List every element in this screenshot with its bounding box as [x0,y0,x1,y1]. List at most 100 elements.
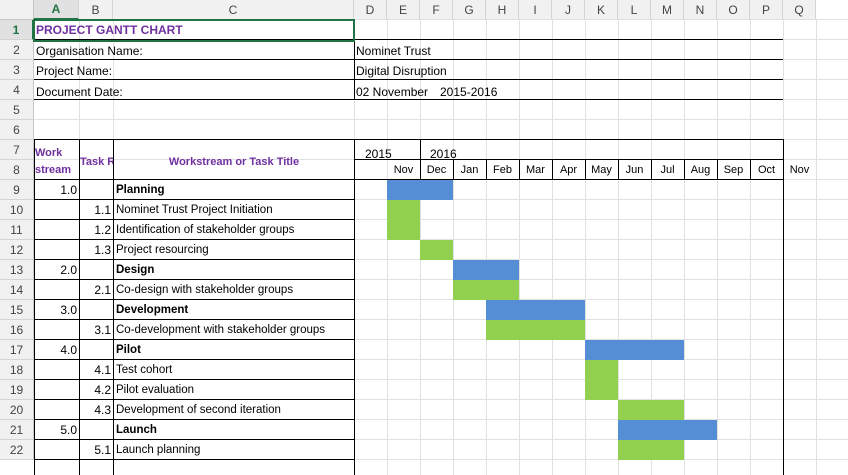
row-header-19[interactable]: 19 [0,380,34,400]
month-header[interactable]: May [591,164,612,176]
column-header-i[interactable]: I [519,0,552,20]
month-header[interactable]: Sep [723,164,744,176]
workstream-number[interactable]: 3.0 [60,303,77,317]
date-label[interactable]: Document Date: [36,85,123,99]
task-title[interactable]: Co-design with stakeholder groups [116,284,294,296]
task-title[interactable]: Pilot evaluation [116,384,194,396]
column-header-l[interactable]: L [618,0,651,20]
column-header-f[interactable]: F [420,0,453,20]
project-value[interactable]: Digital Disruption [356,64,447,78]
row-header-6[interactable]: 6 [0,120,34,140]
task-title[interactable]: Launch planning [116,444,201,456]
column-header-q[interactable]: Q [783,0,816,20]
gantt-bar[interactable] [387,200,420,220]
month-header[interactable]: Nov [393,164,414,176]
task-title[interactable]: Co-development with stakeholder groups [116,324,326,336]
row-header-13[interactable]: 13 [0,260,34,280]
row-header-5[interactable]: 5 [0,100,34,120]
task-title[interactable]: Design [116,264,155,276]
task-title[interactable]: Development [116,304,189,316]
column-header-h[interactable]: H [486,0,519,20]
gantt-bar[interactable] [585,380,618,400]
gantt-bar[interactable] [453,260,519,280]
row-header-8[interactable]: 8 [0,160,34,180]
org-value[interactable]: Nominet Trust [356,44,431,58]
year-2015[interactable]: 2015 [365,147,392,161]
month-header[interactable]: Aug [690,164,711,176]
gantt-bar[interactable] [585,340,684,360]
column-header-d[interactable]: D [354,0,387,20]
month-header[interactable]: Jan [460,164,479,176]
task-title[interactable]: Development of second iteration [116,404,281,416]
row-header-18[interactable]: 18 [0,360,34,380]
sheet-title[interactable]: PROJECT GANTT CHART [36,23,183,37]
month-header[interactable]: Jul [660,164,675,176]
month-header[interactable]: Apr [559,164,578,176]
row-header-20[interactable]: 20 [0,400,34,420]
column-header-a[interactable]: A [34,0,79,20]
row-header-3[interactable]: 3 [0,60,34,80]
task-title[interactable]: Launch [116,424,157,436]
row-header-15[interactable]: 15 [0,300,34,320]
task-ref[interactable]: 5.1 [94,443,111,457]
column-header-o[interactable]: O [717,0,750,20]
gantt-bar[interactable] [387,180,453,200]
column-header-k[interactable]: K [585,0,618,20]
row-header-2[interactable]: 2 [0,40,34,60]
gantt-bar[interactable] [618,400,684,420]
month-header[interactable]: Feb [493,164,512,176]
task-ref[interactable]: 4.3 [94,403,111,417]
gantt-bar[interactable] [387,220,420,240]
gantt-bar[interactable] [618,420,717,440]
task-ref[interactable]: 4.1 [94,363,111,377]
month-header[interactable]: Oct [757,164,776,176]
row-header-21[interactable]: 21 [0,420,34,440]
row-header-14[interactable]: 14 [0,280,34,300]
task-ref[interactable]: 2.1 [94,283,111,297]
task-title[interactable]: Project resourcing [116,244,209,256]
task-title[interactable]: Nominet Trust Project Initiation [116,204,273,216]
workstream-header-line2[interactable]: stream [35,164,72,176]
column-header-n[interactable]: N [684,0,717,20]
gantt-bar[interactable] [453,280,519,300]
column-header-c[interactable]: C [113,0,354,20]
row-header-16[interactable]: 16 [0,320,34,340]
row-header-11[interactable]: 11 [0,220,34,240]
task-ref[interactable]: 3.1 [94,323,111,337]
column-header-j[interactable]: J [552,0,585,20]
workstream-header-line1[interactable]: Work [35,147,63,159]
month-header[interactable]: Jun [625,164,644,176]
task-title-header[interactable]: Workstream or Task Title [168,156,300,168]
task-ref[interactable]: 1.3 [94,243,111,257]
workstream-number[interactable]: 5.0 [60,423,77,437]
workstream-number[interactable]: 2.0 [60,263,77,277]
row-header-10[interactable]: 10 [0,200,34,220]
row-header-22[interactable]: 22 [0,440,34,460]
task-ref[interactable]: 4.2 [94,383,111,397]
org-label[interactable]: Organisation Name: [36,44,143,58]
task-title[interactable]: Test cohort [116,364,173,376]
select-all-corner[interactable] [0,0,34,20]
column-header-p[interactable]: P [750,0,783,20]
gantt-bar[interactable] [486,320,585,340]
row-header-9[interactable]: 9 [0,180,34,200]
row-header-7[interactable]: 7 [0,140,34,160]
row-header-17[interactable]: 17 [0,340,34,360]
column-header-b[interactable]: B [79,0,113,20]
row-header-12[interactable]: 12 [0,240,34,260]
task-title[interactable]: Pilot [116,344,141,356]
month-header[interactable]: Dec [426,164,447,176]
task-ref[interactable]: 1.1 [94,203,111,217]
column-header-e[interactable]: E [387,0,420,20]
month-header[interactable]: Nov [789,164,810,176]
task-title[interactable]: Identification of stakeholder groups [116,224,295,236]
gantt-bar[interactable] [420,240,453,260]
gantt-bar[interactable] [486,300,585,320]
year-2016[interactable]: 2016 [430,147,457,161]
workstream-number[interactable]: 1.0 [60,183,77,197]
column-header-g[interactable]: G [453,0,486,20]
workstream-number[interactable]: 4.0 [60,343,77,357]
gantt-bar[interactable] [585,360,618,380]
date-value[interactable]: 02 November [356,85,429,99]
column-header-m[interactable]: M [651,0,684,20]
